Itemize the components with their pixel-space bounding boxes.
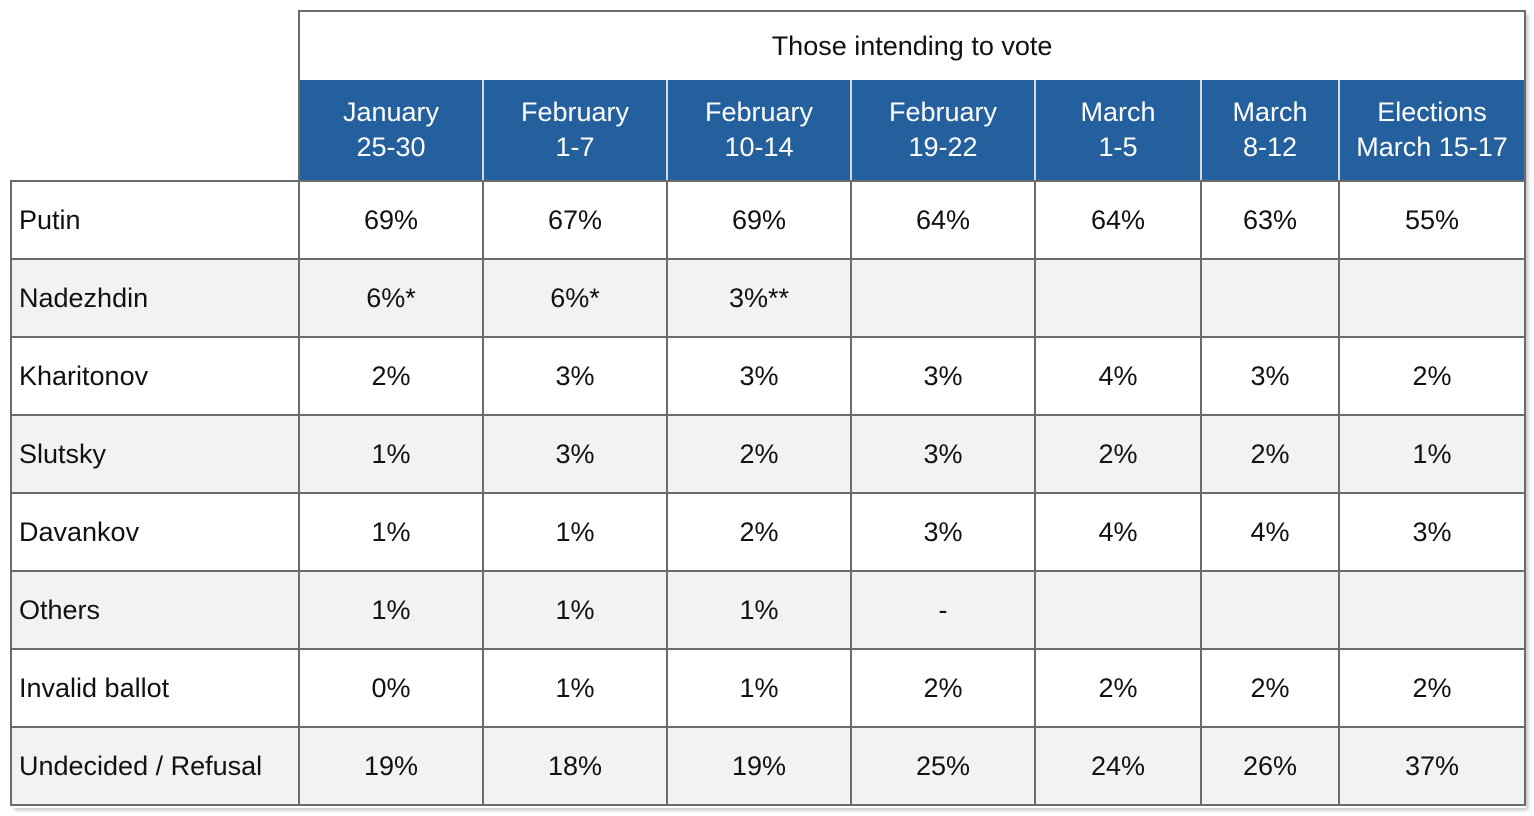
- table-cell: 1%: [298, 492, 484, 572]
- column-header: January 25-30: [298, 80, 484, 182]
- column-header-line: 25-30: [356, 132, 426, 162]
- column-header-line: February: [704, 97, 814, 127]
- table-cell: 3%**: [666, 258, 852, 338]
- table-cell: 0%: [298, 648, 484, 728]
- table-cell: 18%: [482, 726, 668, 806]
- table-cell: 2%: [850, 648, 1036, 728]
- table-cell: 2%: [298, 336, 484, 416]
- table-cell: 3%: [1337, 492, 1527, 572]
- table-cell: [1200, 258, 1340, 338]
- table-cell: 1%: [666, 648, 852, 728]
- row-label: Nadezhdin: [10, 258, 300, 338]
- table-cell: 1%: [482, 570, 668, 650]
- poll-results-table: Those intending to vote January 25-30 Febr…: [10, 10, 1527, 806]
- table-cell: 4%: [1034, 492, 1202, 572]
- column-header-line: February: [888, 97, 998, 127]
- table-cell: 1%: [298, 414, 484, 494]
- table-row: Others 1% 1% 1% -: [10, 570, 1527, 650]
- table-row: Davankov 1% 1% 2% 3% 4% 4% 3%: [10, 492, 1527, 572]
- table-cell: 2%: [1034, 648, 1202, 728]
- column-header-line: 19-22: [908, 132, 978, 162]
- table-cell: [1200, 570, 1340, 650]
- column-header-line: March 15-17: [1356, 132, 1508, 162]
- table-cell: 1%: [482, 648, 668, 728]
- table-cell: [1337, 570, 1527, 650]
- column-header-line: March: [1080, 97, 1156, 127]
- table-cell: 69%: [298, 180, 484, 260]
- table-cell: [1337, 258, 1527, 338]
- table-cell: 2%: [1034, 414, 1202, 494]
- row-label: Others: [10, 570, 300, 650]
- column-header: February 19-22: [850, 80, 1036, 182]
- table-cell: 69%: [666, 180, 852, 260]
- column-header: March 8-12: [1200, 80, 1340, 182]
- table-cell: 2%: [666, 414, 852, 494]
- table-row: Invalid ballot 0% 1% 1% 2% 2% 2% 2%: [10, 648, 1527, 728]
- group-header-row: Those intending to vote: [11, 10, 1527, 181]
- table-cell: 25%: [850, 726, 1036, 806]
- table-cell: -: [850, 570, 1036, 650]
- column-header-line: 1-7: [555, 132, 595, 162]
- group-header-title: Those intending to vote: [297, 10, 1527, 80]
- table-cell: 67%: [482, 180, 668, 260]
- table-row: Slutsky 1% 3% 2% 3% 2% 2% 1%: [10, 414, 1527, 494]
- table-cell: 3%: [850, 414, 1036, 494]
- table-cell: 3%: [482, 414, 668, 494]
- row-label: Davankov: [10, 492, 300, 572]
- table-cell: 2%: [1200, 414, 1340, 494]
- table-cell: 37%: [1337, 726, 1527, 806]
- table-cell: 4%: [1034, 336, 1202, 416]
- row-label: Slutsky: [10, 414, 300, 494]
- column-header: February 10-14: [666, 80, 852, 182]
- table-cell: 1%: [482, 492, 668, 572]
- table-cell: 3%: [666, 336, 852, 416]
- table-cell: 6%*: [298, 258, 484, 338]
- table-cell: 2%: [666, 492, 852, 572]
- row-label: Kharitonov: [10, 336, 300, 416]
- table-cell: 3%: [850, 336, 1036, 416]
- table-cell: 2%: [1337, 336, 1527, 416]
- table-cell: 3%: [1200, 336, 1340, 416]
- table-cell: 55%: [1337, 180, 1527, 260]
- column-header-line: March: [1232, 97, 1308, 127]
- table-cell: 19%: [298, 726, 484, 806]
- table-cell: 6%*: [482, 258, 668, 338]
- column-header-line: 1-5: [1098, 132, 1138, 162]
- table-row: Nadezhdin 6%* 6%* 3%**: [10, 258, 1527, 338]
- table-cell: [1034, 570, 1202, 650]
- table-body: Putin 69% 67% 69% 64% 64% 63% 55% Nadezhdin 6%* 6%…: [10, 180, 1527, 806]
- table-cell: 26%: [1200, 726, 1340, 806]
- row-label: Invalid ballot: [10, 648, 300, 728]
- table-cell: 1%: [298, 570, 484, 650]
- table-cell: [1034, 258, 1202, 338]
- corner-cell: [11, 11, 299, 181]
- column-header-row: January 25-30 February 1-7 February 10-14 Febr…: [11, 80, 1527, 182]
- table-cell: 64%: [1034, 180, 1202, 260]
- table-row: Undecided / Refusal 19% 18% 19% 25% 24% 26% 37%: [10, 726, 1527, 806]
- table-cell: 4%: [1200, 492, 1340, 572]
- column-header: February 1-7: [482, 80, 668, 182]
- column-header-line: Elections: [1377, 97, 1487, 127]
- column-header-line: January: [342, 97, 440, 127]
- table-row: Putin 69% 67% 69% 64% 64% 63% 55%: [10, 180, 1527, 260]
- table-cell: 3%: [482, 336, 668, 416]
- table-cell: 19%: [666, 726, 852, 806]
- table-cell: 2%: [1337, 648, 1527, 728]
- table-cell: 24%: [1034, 726, 1202, 806]
- table-cell: 64%: [850, 180, 1036, 260]
- column-header-line: February: [520, 97, 630, 127]
- table-cell: 3%: [850, 492, 1036, 572]
- row-label: Putin: [10, 180, 300, 260]
- table-cell: 1%: [1337, 414, 1527, 494]
- row-label: Undecided / Refusal: [10, 726, 300, 806]
- column-header-line: 10-14: [724, 132, 794, 162]
- table-cell: 1%: [666, 570, 852, 650]
- table-cell: 63%: [1200, 180, 1340, 260]
- column-header: March 1-5: [1034, 80, 1202, 182]
- table-cell: [850, 258, 1036, 338]
- column-header-line: 8-12: [1242, 132, 1298, 162]
- table-row: Kharitonov 2% 3% 3% 3% 4% 3% 2%: [10, 336, 1527, 416]
- table-cell: 2%: [1200, 648, 1340, 728]
- column-header: Elections March 15-17: [1337, 80, 1527, 182]
